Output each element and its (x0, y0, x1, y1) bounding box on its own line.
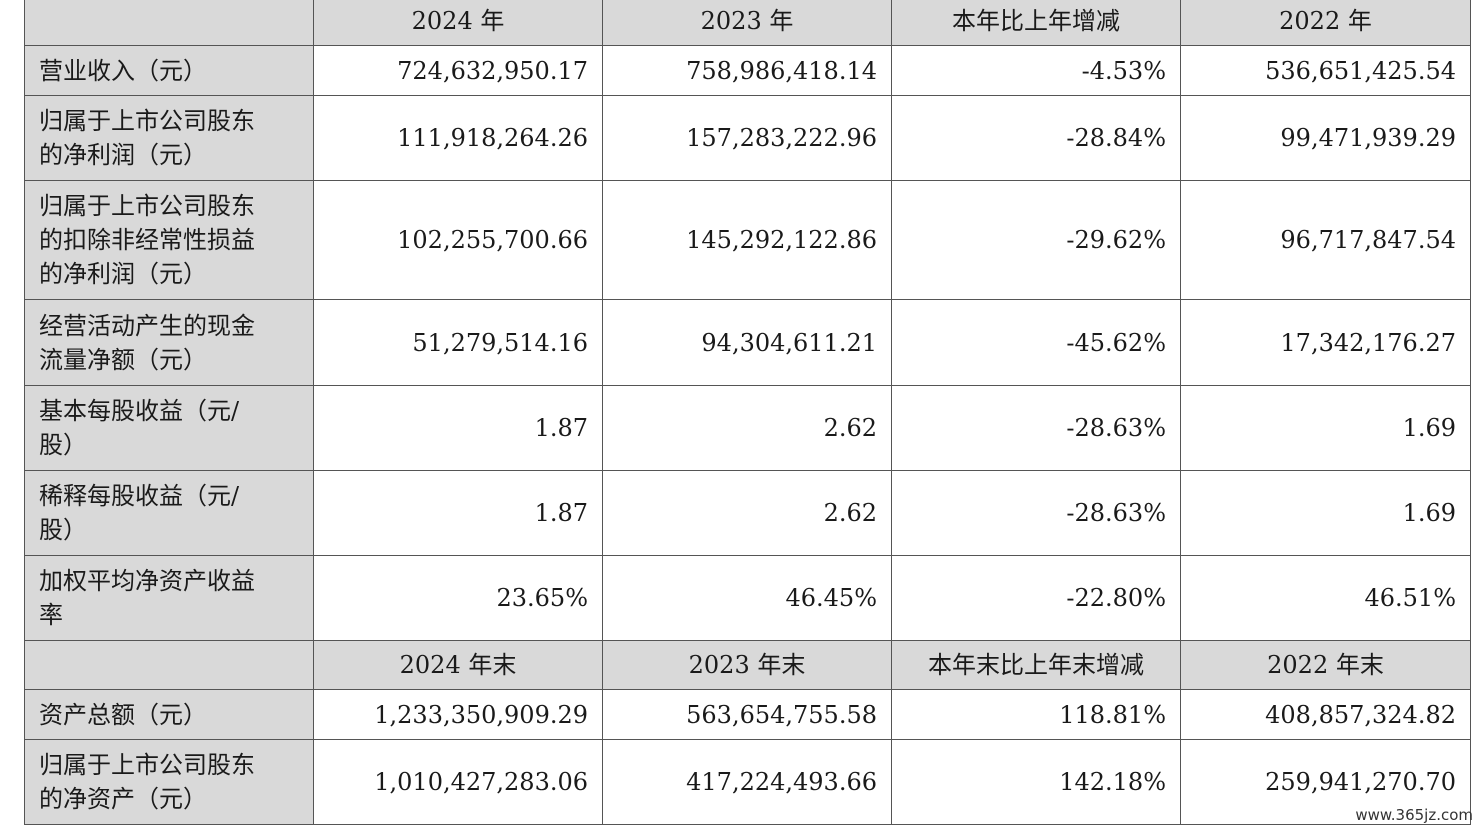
value-cell: 94,304,611.21 (602, 299, 892, 386)
row-label-line: 归属于上市公司股东 (39, 107, 255, 135)
value-cell: -28.63% (891, 385, 1181, 471)
row-label: 资产总额（元） (24, 689, 314, 740)
row-label-line: 的扣除非经常性损益 (39, 226, 255, 254)
value-cell: 111,918,264.26 (313, 95, 603, 181)
value-cell: 563,654,755.58 (602, 689, 892, 740)
row-label-line: 股） (39, 431, 87, 459)
value-cell: 1.69 (1180, 385, 1471, 471)
value-cell: 142.18% (891, 739, 1181, 825)
value-cell: 1.69 (1180, 470, 1471, 556)
value-cell: 1.87 (313, 470, 603, 556)
value-cell: 2.62 (602, 470, 892, 556)
value-cell: 1.87 (313, 385, 603, 471)
table-row: 归属于上市公司股东 的扣除非经常性损益 的净利润（元） 102,255,700.66 1… (24, 180, 1471, 300)
value-cell: 1,010,427,283.06 (313, 739, 603, 825)
table-row: 归属于上市公司股东 的净利润（元） 111,918,264.26 157,283,22… (24, 95, 1471, 181)
value-cell: -29.62% (891, 180, 1181, 300)
table-row: 营业收入（元） 724,632,950.17 758,986,418.14 -4.53… (24, 45, 1471, 96)
financial-table: 2024 年 2023 年本年比上年增减 2022 年营业收入（元） 724,632,… (24, 0, 1471, 825)
row-label-line: 归属于上市公司股东 (39, 192, 255, 220)
header-cell: 2022 年 (1180, 0, 1471, 46)
value-cell: 758,986,418.14 (602, 45, 892, 96)
row-label-line: 流量净额（元） (39, 345, 207, 374)
value-cell: -22.80% (891, 555, 1181, 641)
row-label-line: 基本每股收益（元/ (39, 397, 240, 425)
table-row: 经营活动产生的现金 流量净额（元） 51,279,514.16 94,304,611.… (24, 299, 1471, 386)
header-cell (24, 0, 314, 46)
row-label: 归属于上市公司股东 的净利润（元） (24, 95, 314, 181)
value-cell: 46.45% (602, 555, 892, 641)
table-row: 资产总额（元） 1,233,350,909.29 563,654,755.58 118… (24, 689, 1471, 740)
row-label-line: 归属于上市公司股东 (39, 751, 255, 779)
value-cell: 157,283,222.96 (602, 95, 892, 181)
row-label-line: 率 (39, 601, 63, 629)
table-row: 归属于上市公司股东 的净资产（元） 1,010,427,283.06 417,224,… (24, 739, 1471, 825)
header-row: 2024 年 2023 年本年比上年增减 2022 年 (24, 0, 1471, 46)
row-label-line: 经营活动产生的现金 (39, 311, 255, 340)
value-cell: 2.62 (602, 385, 892, 471)
header-cell: 本年末比上年末增减 (891, 640, 1181, 690)
value-cell: 102,255,700.66 (313, 180, 603, 300)
value-cell: 118.81% (891, 689, 1181, 740)
value-cell: 46.51% (1180, 555, 1471, 641)
watermark: www.365jz.com (1355, 806, 1473, 824)
value-cell: -28.63% (891, 470, 1181, 556)
row-label-line: 资产总额（元） (39, 700, 207, 729)
row-label-line: 的净利润（元） (39, 141, 207, 169)
value-cell: 1,233,350,909.29 (313, 689, 603, 740)
row-label-line: 的净资产（元） (39, 785, 207, 813)
row-label-line: 稀释每股收益（元/ (39, 482, 240, 510)
row-label-line: 的净利润（元） (39, 260, 207, 288)
header-cell: 2023 年 (602, 0, 892, 46)
row-label: 归属于上市公司股东 的扣除非经常性损益 的净利润（元） (24, 180, 314, 300)
row-label: 基本每股收益（元/股） (24, 385, 314, 471)
row-label: 稀释每股收益（元/股） (24, 470, 314, 556)
value-cell: 145,292,122.86 (602, 180, 892, 300)
row-label: 经营活动产生的现金 流量净额（元） (24, 299, 314, 386)
header-row: 2024 年末 2023 年末 本年末比上年末增减 2022 年末 (24, 640, 1471, 690)
row-label: 营业收入（元） (24, 45, 314, 96)
value-cell: 17,342,176.27 (1180, 299, 1471, 386)
value-cell: 417,224,493.66 (602, 739, 892, 825)
table-row: 基本每股收益（元/股） 1.87 2.62 -28.63% 1.69 (24, 385, 1471, 471)
value-cell: 23.65% (313, 555, 603, 641)
header-cell: 2024 年 (313, 0, 603, 46)
row-label: 加权平均净资产收益率 (24, 555, 314, 641)
table-row: 稀释每股收益（元/股） 1.87 2.62 -28.63% 1.69 (24, 470, 1471, 556)
row-label-line: 营业收入（元） (39, 56, 207, 85)
value-cell: 259,941,270.70 (1180, 739, 1471, 825)
value-cell: 408,857,324.82 (1180, 689, 1471, 740)
value-cell: 724,632,950.17 (313, 45, 603, 96)
row-label: 归属于上市公司股东 的净资产（元） (24, 739, 314, 825)
table-row: 加权平均净资产收益率 23.65% 46.45% -22.80% 46.51% (24, 555, 1471, 641)
header-cell: 2023 年末 (602, 640, 892, 690)
value-cell: 51,279,514.16 (313, 299, 603, 386)
row-label-line: 股） (39, 516, 87, 544)
value-cell: -45.62% (891, 299, 1181, 386)
header-cell: 本年比上年增减 (891, 0, 1181, 46)
value-cell: 99,471,939.29 (1180, 95, 1471, 181)
value-cell: -4.53% (891, 45, 1181, 96)
value-cell: 536,651,425.54 (1180, 45, 1471, 96)
row-label-line: 加权平均净资产收益 (39, 567, 255, 595)
header-cell: 2022 年末 (1180, 640, 1471, 690)
header-cell: 2024 年末 (313, 640, 603, 690)
value-cell: 96,717,847.54 (1180, 180, 1471, 300)
header-cell (24, 640, 314, 690)
value-cell: -28.84% (891, 95, 1181, 181)
